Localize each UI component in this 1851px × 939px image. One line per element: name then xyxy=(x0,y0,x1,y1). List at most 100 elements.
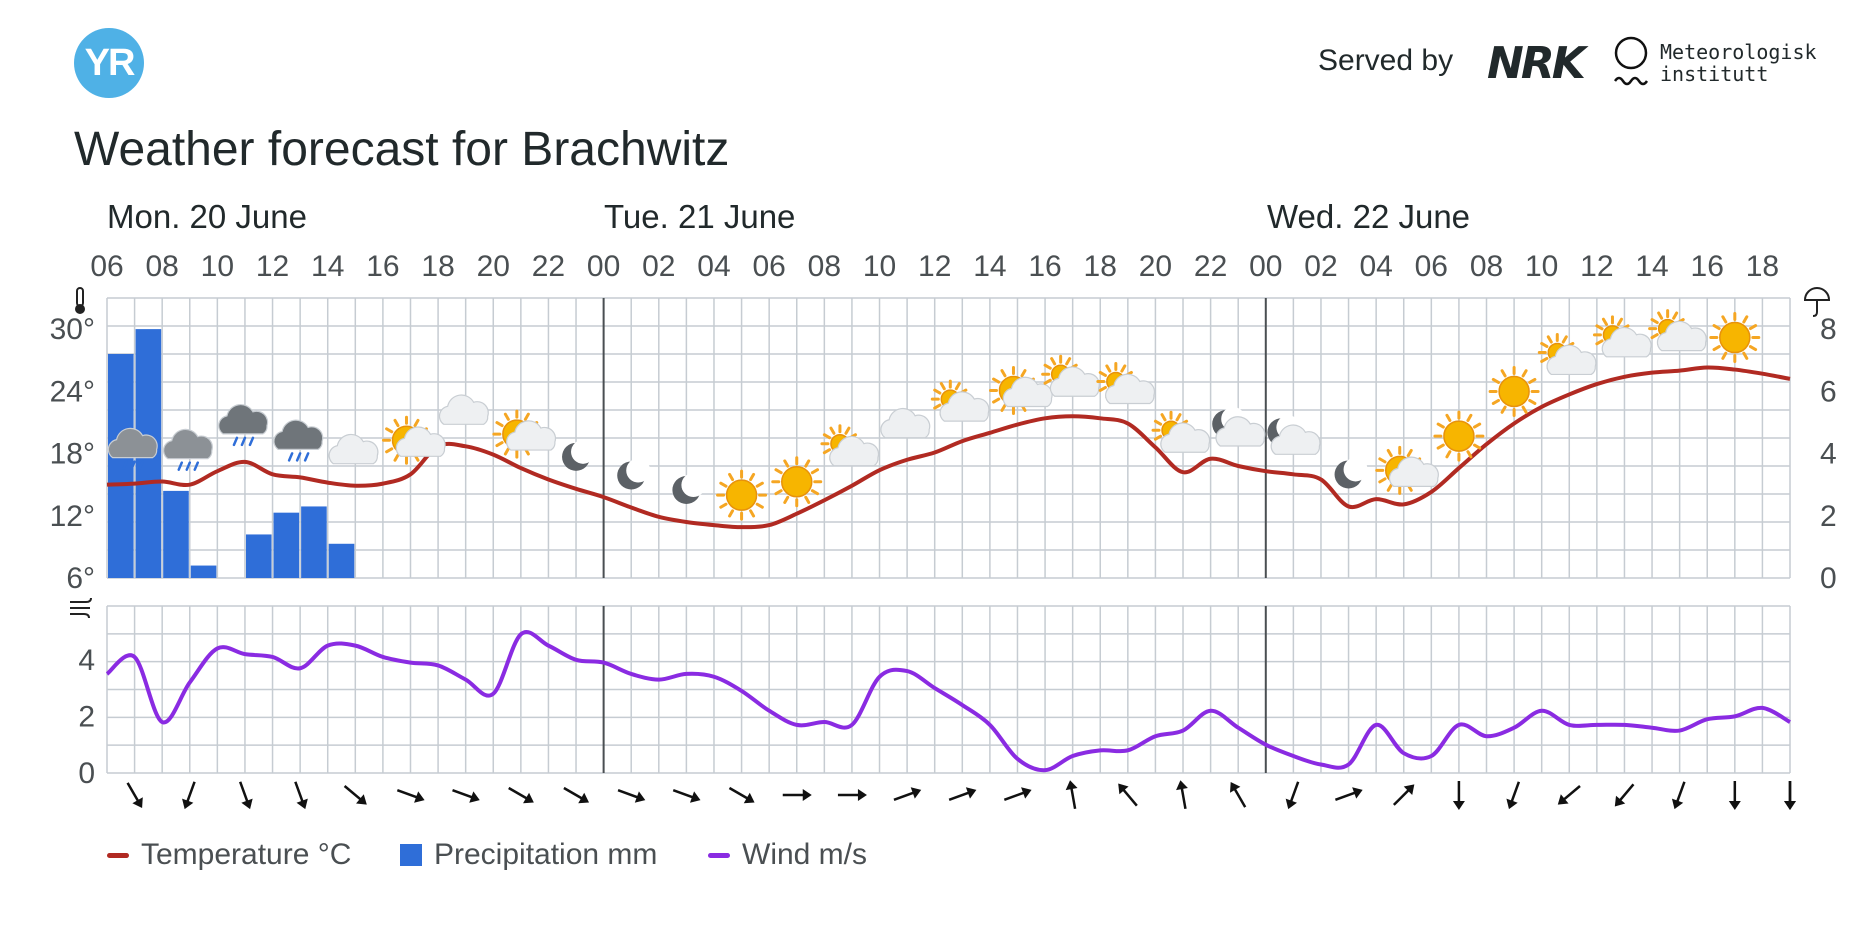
wind-icon xyxy=(70,597,92,619)
x-tick-label: 16 xyxy=(1028,250,1061,283)
x-tick-label: 22 xyxy=(1194,250,1227,283)
wind-direction-arrow xyxy=(343,785,367,805)
cloud-icon xyxy=(438,394,489,425)
sun-icon xyxy=(716,469,768,521)
night-cloudy-icon xyxy=(1212,407,1266,447)
wind-direction-arrow xyxy=(1285,781,1300,810)
partly-cloudy-icon xyxy=(930,379,990,422)
temperature-tick-label: 12° xyxy=(50,500,95,533)
temperature-tick-label: 18° xyxy=(50,438,95,471)
partly-cloudy-icon xyxy=(1041,354,1100,397)
wind-direction-arrow xyxy=(1176,780,1188,810)
precipitation-tick-label: 0 xyxy=(1820,562,1837,595)
x-tick-label: 10 xyxy=(1525,250,1558,283)
precipitation-tick-label: 8 xyxy=(1820,313,1837,346)
partly-sunny-icon xyxy=(381,415,446,465)
legend-precipitation[interactable]: Precipitation mm xyxy=(400,838,657,872)
wind-direction-arrow xyxy=(617,789,646,803)
precipitation-tick-label: 4 xyxy=(1820,438,1837,471)
wind-direction-arrow xyxy=(1671,781,1686,810)
wind-direction-arrow xyxy=(563,786,590,804)
precipitation-bar xyxy=(273,512,300,578)
precipitation-bar xyxy=(328,543,355,578)
yr-logo[interactable]: YR xyxy=(74,28,144,98)
temperature-tick-label: 24° xyxy=(50,375,95,408)
met-line-2: institutt xyxy=(1660,62,1769,86)
partly-cloudy-icon xyxy=(1648,309,1707,352)
thermometer-icon xyxy=(75,287,85,314)
precipitation-bar xyxy=(190,565,217,578)
x-tick-label: 12 xyxy=(256,250,289,283)
sun-icon xyxy=(1433,410,1485,462)
partly-cloudy-icon xyxy=(1096,361,1156,405)
x-tick-label: 18 xyxy=(1746,250,1779,283)
wind-direction-arrow xyxy=(182,781,196,810)
cloud-icon xyxy=(328,433,379,465)
met-institutt-logo-icon xyxy=(1613,36,1649,86)
precipitation-swatch xyxy=(400,844,422,866)
day-label-tue: Tue. 21 June xyxy=(604,198,796,235)
x-tick-label: 04 xyxy=(697,250,730,283)
x-tick-label: 02 xyxy=(642,250,675,283)
wind-direction-arrow xyxy=(1506,781,1521,810)
x-tick-label: 14 xyxy=(1635,250,1668,283)
x-tick-label: 14 xyxy=(973,250,1006,283)
wind-direction-arrow xyxy=(948,787,977,801)
x-tick-label: 18 xyxy=(1084,250,1117,283)
x-tick-label: 12 xyxy=(918,250,951,283)
x-tick-label: 04 xyxy=(1359,250,1392,283)
x-tick-label: 16 xyxy=(366,250,399,283)
temperature-swatch xyxy=(107,852,129,858)
umbrella-icon xyxy=(1803,287,1831,317)
met-institutt-text[interactable]: Meteorologisk institutt xyxy=(1660,41,1817,85)
x-tick-label: 16 xyxy=(1691,250,1724,283)
x-tick-label: 06 xyxy=(1415,250,1448,283)
precipitation-bar xyxy=(245,534,272,578)
day-label-wed: Wed. 22 June xyxy=(1267,198,1471,235)
moon-icon xyxy=(617,458,651,490)
wind-direction-arrow xyxy=(126,782,143,808)
sun-icon xyxy=(1709,312,1761,364)
moon-icon xyxy=(1334,457,1368,489)
x-tick-label: 18 xyxy=(421,250,454,283)
wind-direction-arrow xyxy=(1784,781,1796,810)
wind-direction-arrow xyxy=(728,786,755,804)
precipitation-bar xyxy=(163,490,189,578)
page-title: Weather forecast for Brachwitz xyxy=(74,123,730,176)
nrk-logo[interactable]: NRK xyxy=(1487,38,1586,89)
legend-temperature[interactable]: Temperature °C xyxy=(107,838,351,872)
cloud-icon xyxy=(880,407,931,439)
wind-direction-arrow xyxy=(294,781,308,810)
wind-direction-arrow xyxy=(1728,781,1741,810)
partly-cloudy-icon xyxy=(820,424,880,467)
x-tick-label: 10 xyxy=(863,250,896,283)
sun-icon xyxy=(1488,365,1540,417)
partly-cloudy-icon xyxy=(1151,410,1211,453)
wind-direction-arrow xyxy=(1334,787,1363,801)
dark-rain-cloud-icon xyxy=(273,419,324,462)
chart-grid xyxy=(106,297,1791,774)
wind-swatch xyxy=(708,852,730,858)
precipitation-tick-label: 6 xyxy=(1820,375,1837,408)
met-line-1: Meteorologisk xyxy=(1660,40,1817,64)
partly-cloudy-icon xyxy=(1537,332,1597,376)
rain-cloud-icon xyxy=(107,427,158,470)
wind-direction-arrow xyxy=(1118,783,1138,807)
moon-icon xyxy=(562,439,596,471)
dark-rain-cloud-icon xyxy=(218,404,269,447)
wind-direction-arrow xyxy=(782,789,812,801)
wind-line xyxy=(105,630,1791,773)
legend-wind[interactable]: Wind m/s xyxy=(708,838,867,872)
x-tick-label: 22 xyxy=(532,250,565,283)
precipitation-bar xyxy=(301,506,327,578)
wind-direction-arrow xyxy=(1614,783,1635,807)
wind-direction-arrow xyxy=(452,789,480,803)
wind-direction-arrow xyxy=(1557,785,1581,805)
night-cloudy-icon xyxy=(1267,415,1321,455)
x-tick-label: 00 xyxy=(1249,250,1282,283)
wind-direction-arrow xyxy=(1003,787,1032,801)
light-rain-cloud-icon xyxy=(162,428,213,471)
wind-direction-arrow xyxy=(672,789,701,803)
legend-temperature-label: Temperature °C xyxy=(141,838,352,871)
